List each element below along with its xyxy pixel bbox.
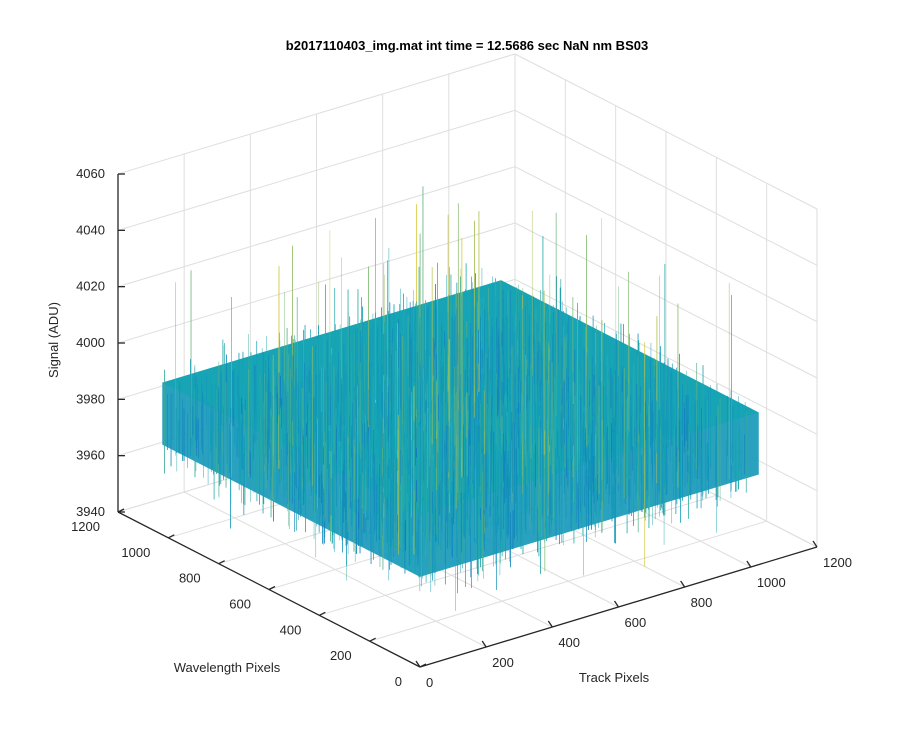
grid-line xyxy=(117,53,516,175)
grid-line xyxy=(514,166,818,323)
chart-title: b2017110403_img.mat int time = 12.5686 s… xyxy=(286,38,648,53)
grid-line xyxy=(369,520,767,642)
surface-plot xyxy=(162,186,759,611)
grid-line xyxy=(514,278,818,435)
grid-line xyxy=(117,166,516,288)
grid-line xyxy=(514,222,818,379)
grid-line xyxy=(514,109,818,266)
grid-line xyxy=(319,494,717,616)
grid-line xyxy=(514,53,818,210)
grid-line xyxy=(117,222,516,344)
grid-line xyxy=(117,109,516,231)
